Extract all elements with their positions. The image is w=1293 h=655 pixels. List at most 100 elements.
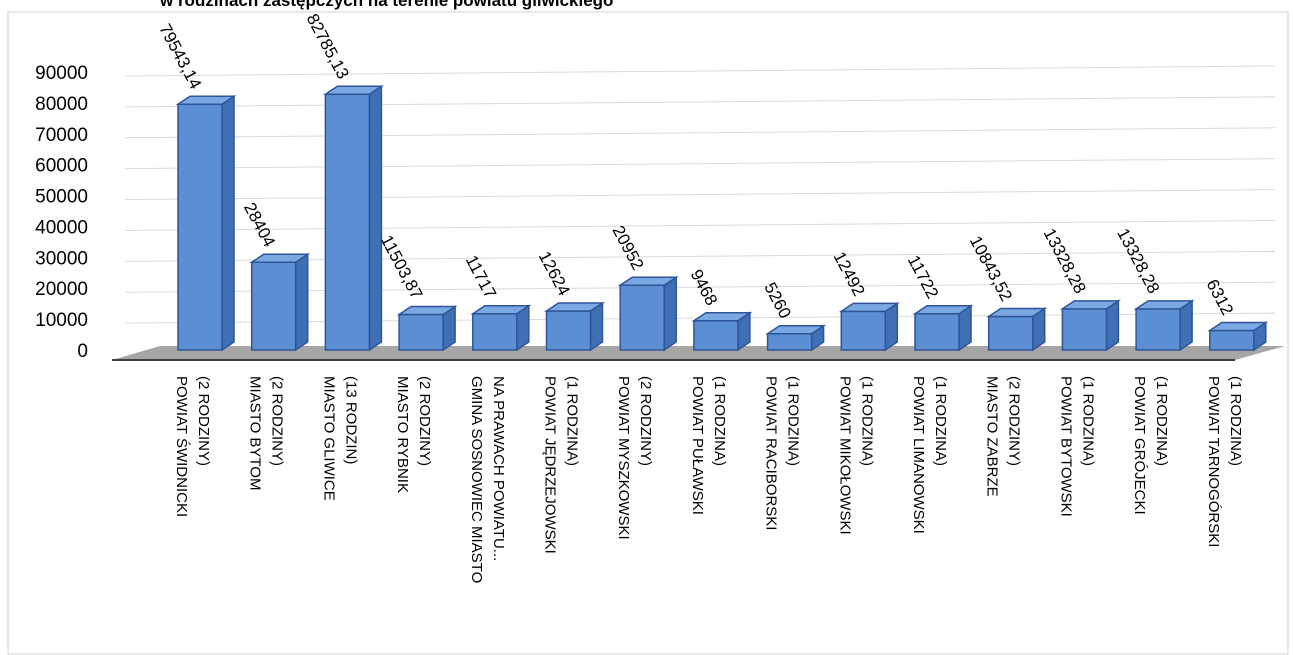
x-tick-label: (1 RODZINA) — [932, 376, 949, 466]
bar-top — [691, 312, 753, 322]
x-tick-label: POWIAT GRÓJECKI — [1131, 376, 1148, 515]
bar-front — [545, 310, 592, 351]
x-tick-label: POWIAT MIKOŁOWSKI — [836, 376, 853, 535]
bar — [470, 304, 532, 352]
x-tick-label: POWIAT TARNOGÓRSKI — [1205, 376, 1222, 547]
bar-top — [175, 95, 237, 106]
bar — [691, 311, 753, 352]
data-label: 12624 — [535, 248, 574, 299]
bar-top — [1059, 300, 1121, 310]
x-tick-label: (1 RODZINA) — [1153, 376, 1170, 466]
bar — [1059, 299, 1121, 352]
x-tick-label: POWIAT RACIBORSKI — [763, 376, 780, 530]
bar-front — [1209, 329, 1255, 351]
x-tick-label: (1 RODZINA) — [564, 376, 581, 466]
data-label: 28404 — [240, 199, 279, 250]
x-tick-label: (1 RODZINA) — [1079, 376, 1096, 466]
data-label: 11717 — [462, 252, 500, 302]
x-tick-label: (2 RODZINY) — [416, 376, 433, 466]
x-tick-label: POWIAT PUŁAWSKI — [689, 376, 706, 515]
gridline — [124, 65, 1276, 77]
data-label: 11722 — [904, 252, 942, 302]
gridline — [124, 219, 1276, 231]
bar-side — [368, 84, 383, 352]
x-tick-label: (1 RODZINA) — [785, 376, 802, 466]
x-tick-label: POWIAT JĘDRZEJOWSKI — [542, 376, 559, 554]
bar — [617, 275, 679, 352]
bar — [838, 302, 900, 352]
gridline — [124, 189, 1276, 201]
x-tick-label: POWIAT BYTOWSKI — [1057, 376, 1074, 517]
x-tick-label: MIASTO GLIWICE — [320, 376, 337, 501]
bar — [912, 304, 974, 352]
bar-front — [766, 333, 813, 351]
y-tick-label: 70000 — [35, 125, 88, 146]
bar — [1207, 321, 1269, 352]
x-tick-label: POWIAT LIMANOWSKI — [910, 376, 927, 534]
x-tick-label: MIASTO BYTOM — [247, 376, 264, 490]
y-tick-label: 0 — [77, 341, 88, 362]
data-label: 13328,28 — [1040, 225, 1090, 297]
y-tick-label: 10000 — [35, 310, 88, 331]
x-tick-label: MIASTO RYBNIK — [394, 376, 411, 493]
bar-top — [1133, 300, 1195, 310]
bar-front — [619, 284, 665, 351]
data-label: 79543,14 — [155, 21, 205, 93]
bar-front — [250, 261, 297, 351]
x-tick-label: GMINA SOSNOWIEC MIASTO — [468, 376, 485, 583]
gridline — [124, 281, 1276, 293]
gridline — [124, 127, 1276, 139]
bar-front — [1061, 308, 1108, 351]
bar-top — [544, 302, 605, 312]
y-tick-label: 50000 — [35, 187, 88, 208]
bar-side — [294, 252, 309, 352]
bar-top — [617, 276, 679, 287]
bar-side — [663, 275, 677, 352]
bar — [765, 324, 827, 352]
bar-top — [396, 305, 458, 316]
x-tick-label: MIASTO ZABRZE — [984, 376, 1001, 497]
bar — [175, 94, 237, 352]
bar-front — [1135, 308, 1181, 351]
bar — [986, 307, 1048, 352]
bar-front — [177, 103, 223, 351]
x-tick-label: (1 RODZINA) — [711, 376, 728, 466]
bar-top — [470, 305, 532, 315]
gridline — [124, 158, 1276, 170]
bar-top — [838, 302, 900, 313]
gridline — [124, 96, 1276, 108]
x-tick-label: (13 RODZIN) — [342, 376, 359, 464]
bar-front — [914, 313, 960, 351]
x-tick-label: (2 RODZINY) — [195, 376, 212, 466]
data-label: 82785,13 — [303, 11, 353, 83]
bar-front — [324, 93, 371, 351]
y-tick-label: 60000 — [35, 156, 88, 177]
bar — [322, 84, 384, 352]
y-tick-label: 90000 — [35, 63, 88, 84]
x-tick-label: NA PRAWACH POWIATU... — [490, 376, 507, 561]
y-tick-label: 30000 — [35, 248, 88, 269]
bar-front — [398, 313, 444, 351]
data-label: 10843,52 — [966, 233, 1016, 305]
bar-top — [986, 307, 1048, 318]
data-label: 12492 — [830, 249, 869, 300]
chart-title: w rodzinach zastępczych na terenie powia… — [159, 0, 613, 10]
x-tick-label: (2 RODZINY) — [637, 376, 654, 466]
bar-front — [693, 320, 739, 351]
data-label: 20952 — [608, 222, 647, 273]
bar-top — [765, 325, 827, 335]
x-tick-label: POWIAT MYSZKOWSKI — [615, 376, 632, 540]
x-tick-label: (1 RODZINA) — [1227, 376, 1244, 466]
y-tick-label: 80000 — [35, 94, 88, 115]
gridline — [124, 250, 1276, 262]
data-label: 13328,28 — [1113, 225, 1163, 297]
y-tick-label: 40000 — [35, 217, 88, 238]
bar-front — [472, 313, 518, 351]
bar-top — [322, 85, 384, 96]
bar-top — [249, 253, 311, 264]
plot-border — [7, 11, 1289, 655]
data-label: 11503,87 — [377, 232, 426, 302]
x-tick-label: (2 RODZINY) — [269, 376, 286, 466]
